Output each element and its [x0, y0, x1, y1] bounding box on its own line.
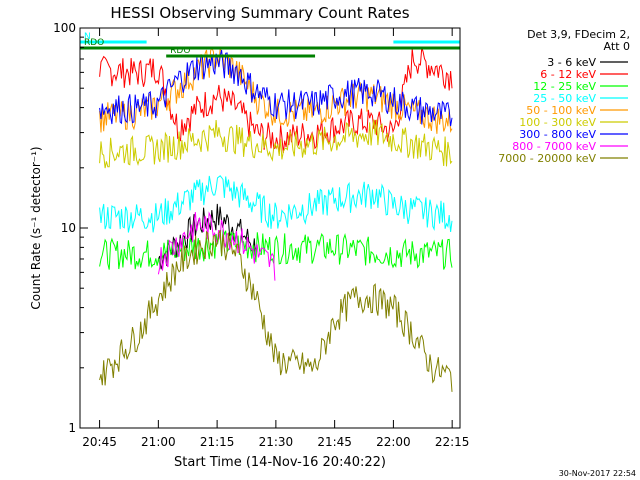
series-line-8: [157, 211, 276, 281]
legend-label-5: 50 - 100 keV: [526, 104, 596, 117]
x-tick-label-5: 21:45: [317, 435, 352, 449]
legend-label-7: 300 - 800 keV: [519, 128, 596, 141]
legend-label-6: 100 - 300 keV: [519, 116, 596, 129]
x-tick-label-3: 21:15: [200, 435, 235, 449]
x-tick-label-1: 20:45: [82, 435, 117, 449]
y-tick-label-3: 100: [53, 21, 76, 35]
y-tick-label-1: 1: [68, 421, 76, 435]
x-tick-label-4: 21:30: [259, 435, 294, 449]
legend-label-4: 25 - 50 keV: [533, 92, 596, 105]
series-line-7: [99, 49, 453, 127]
series-line-4: [99, 175, 453, 233]
y-tick-label-2: 10: [61, 221, 76, 235]
series-line-6: [99, 119, 453, 169]
flag-bar-label-2: RDO: [170, 46, 190, 56]
legend-label-8: 800 - 7000 keV: [512, 140, 596, 153]
legend-label-1: 3 - 6 keV: [547, 56, 596, 69]
footer-timestamp: 30-Nov-2017 22:54: [559, 469, 636, 478]
legend-header-line-2: Att 0: [604, 40, 630, 53]
y-axis-label: Count Rate (s⁻¹ detector⁻¹): [29, 146, 43, 309]
x-tick-label-6: 22:00: [376, 435, 411, 449]
x-tick-label-7: 22:15: [435, 435, 470, 449]
axes: 1 10 100 20:45 21:00 21:15 21:30 21:45 22:00 22:1…: [53, 21, 469, 449]
series-line-5: [99, 47, 453, 134]
series-line-2: [99, 47, 453, 155]
legend-label-2: 6 - 12 keV: [540, 68, 596, 81]
legend-label-9: 7000 - 20000 keV: [498, 152, 596, 165]
legend-label-3: 12 - 25 keV: [533, 80, 596, 93]
plot-frame: [79, 27, 461, 429]
flag-bar-label-1: N: [84, 32, 91, 42]
x-tick-label-2: 21:00: [141, 435, 176, 449]
chart-title: HESSI Observing Summary Count Rates: [110, 4, 409, 22]
series-line-3: [99, 229, 453, 270]
legend-header-line-1: Det 3,9, FDecim 2,: [527, 28, 630, 41]
series-line-9: [99, 229, 453, 392]
flag-bar-label-3: RDO: [84, 38, 104, 48]
x-axis-label: Start Time (14-Nov-16 20:40:22): [174, 455, 386, 470]
